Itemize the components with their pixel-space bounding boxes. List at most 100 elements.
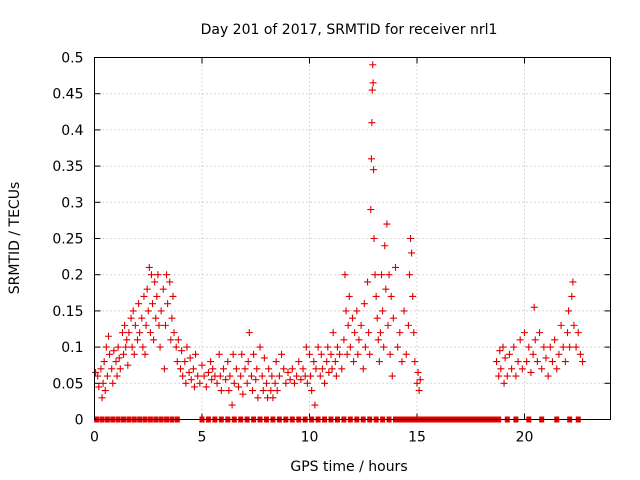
data-point	[216, 372, 224, 380]
data-point	[98, 394, 106, 402]
data-point	[127, 314, 135, 322]
data-point	[208, 376, 216, 384]
data-point	[215, 350, 223, 358]
data-point	[579, 358, 587, 366]
data-point	[345, 292, 353, 300]
data-point	[387, 292, 395, 300]
data-point	[120, 350, 128, 358]
data-point	[344, 321, 352, 329]
data-point	[106, 350, 114, 358]
data-point	[332, 372, 340, 380]
data-point	[207, 358, 215, 366]
data-point	[252, 376, 260, 384]
data-point	[404, 321, 412, 329]
data-point	[131, 321, 139, 329]
data-point	[561, 358, 569, 366]
data-point	[235, 383, 243, 391]
data-point	[177, 365, 184, 373]
data-point	[497, 365, 505, 373]
axis-ticks	[94, 57, 611, 420]
data-point	[95, 383, 103, 391]
data-point	[295, 358, 303, 366]
data-point	[375, 358, 383, 366]
data-point	[267, 387, 275, 395]
x-tick-label: 5	[198, 430, 207, 446]
x-axis-label: GPS time / hours	[290, 459, 407, 475]
data-point	[357, 321, 365, 329]
y-tick-label: 0.5	[61, 51, 83, 67]
data-point	[530, 303, 538, 311]
data-point	[169, 292, 177, 300]
chart-title: Day 201 of 2017, SRMTID for receiver nrl…	[201, 22, 498, 38]
data-point	[516, 336, 524, 344]
data-point	[565, 307, 573, 315]
data-point	[254, 394, 262, 402]
data-point	[269, 394, 277, 402]
data-point	[529, 350, 537, 358]
data-point	[328, 365, 336, 373]
data-point	[329, 329, 337, 337]
data-point	[103, 372, 111, 380]
data-point	[97, 365, 105, 373]
data-point	[380, 343, 388, 351]
data-point	[121, 321, 129, 329]
data-point	[241, 365, 249, 373]
data-point	[523, 358, 531, 366]
data-point	[159, 285, 167, 293]
y-tick-label: 0.3	[61, 195, 83, 211]
data-point	[525, 343, 533, 351]
data-point	[373, 314, 381, 322]
data-points	[92, 61, 587, 409]
data-point	[576, 350, 584, 358]
data-point	[365, 329, 373, 337]
data-point	[275, 372, 283, 380]
data-point	[409, 292, 417, 300]
data-point	[407, 235, 415, 242]
data-point	[200, 372, 208, 380]
data-point	[129, 307, 137, 315]
data-point	[331, 358, 339, 366]
data-point	[367, 206, 375, 214]
data-point	[263, 379, 270, 387]
data-point	[213, 379, 221, 387]
data-point	[273, 387, 281, 395]
data-point	[268, 372, 276, 380]
data-point	[316, 372, 324, 380]
data-point	[101, 387, 109, 395]
data-point	[410, 329, 418, 337]
data-point	[318, 365, 326, 373]
data-point	[333, 343, 341, 351]
data-point	[369, 79, 377, 87]
data-point	[521, 329, 528, 337]
data-point	[110, 347, 118, 355]
data-point	[258, 372, 266, 380]
data-point	[574, 329, 582, 337]
data-point	[327, 350, 335, 358]
data-point	[102, 343, 110, 351]
data-point	[250, 350, 258, 358]
data-point	[370, 166, 378, 174]
data-point	[496, 347, 504, 355]
data-point	[310, 358, 318, 366]
data-point	[307, 372, 315, 380]
data-point	[118, 329, 126, 337]
data-point	[314, 343, 322, 351]
data-point	[168, 314, 176, 322]
data-point	[321, 379, 329, 387]
data-point	[92, 368, 100, 376]
data-point	[202, 383, 210, 391]
data-point	[260, 354, 268, 362]
data-point	[217, 387, 225, 395]
data-point	[229, 350, 237, 358]
data-point	[355, 336, 363, 344]
data-point	[402, 350, 410, 358]
data-point	[108, 365, 116, 373]
data-point	[220, 365, 227, 373]
data-point	[143, 285, 151, 293]
data-point	[138, 314, 146, 322]
data-point	[555, 350, 563, 358]
data-point	[542, 354, 550, 362]
data-point	[113, 372, 121, 380]
plot-frame	[94, 57, 611, 420]
data-point	[170, 329, 178, 337]
